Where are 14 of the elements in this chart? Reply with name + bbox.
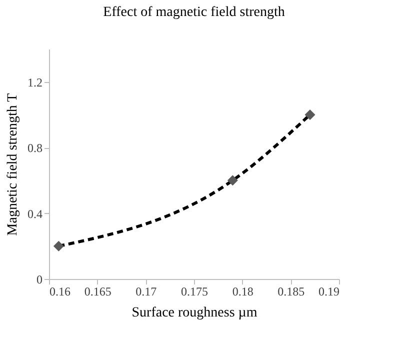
- y-axis-title: Magnetic field strength T: [6, 92, 20, 236]
- x-axis-title: Surface roughness µm: [132, 306, 258, 320]
- x-tick-label: 0.19: [318, 284, 340, 298]
- y-tick-label: 1.2: [28, 75, 42, 90]
- x-tick-label: 0.175: [181, 284, 208, 298]
- y-tick-label: 0: [36, 272, 42, 286]
- x-tick-label: 0.185: [278, 284, 305, 298]
- y-tick-label: 0.4: [28, 206, 42, 221]
- x-tick-label: 0.165: [84, 284, 112, 298]
- chart-title: Effect of magnetic field strength: [103, 5, 285, 20]
- x-tick-label: 0.18: [232, 284, 254, 298]
- x-tick-label: 0.16: [50, 284, 70, 298]
- y-tick-label: 0.8: [28, 141, 42, 156]
- x-tick-label: 0.17: [136, 284, 157, 298]
